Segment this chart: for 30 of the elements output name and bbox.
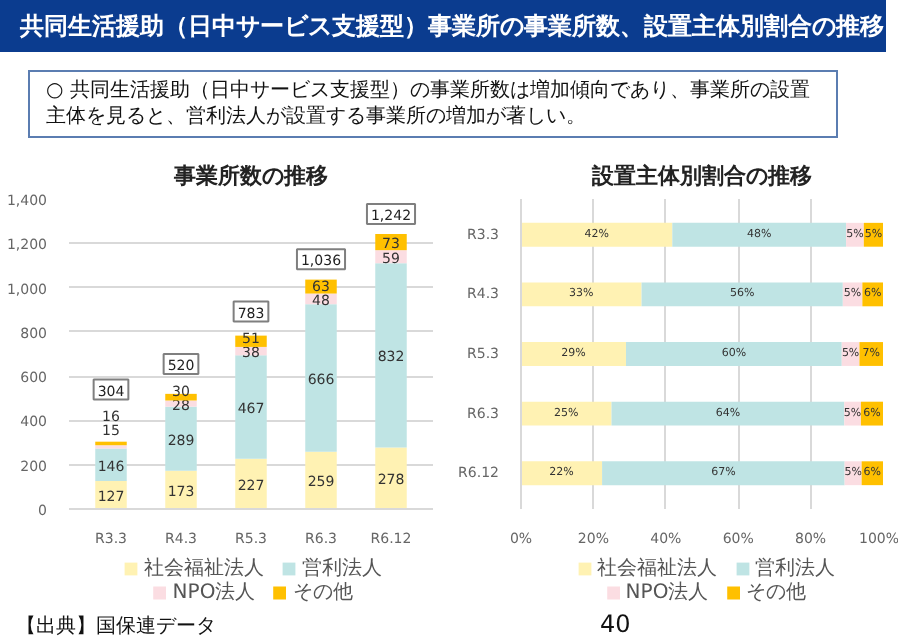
bar: [641, 282, 843, 307]
legend-label: 社会福祉法人: [144, 555, 264, 581]
bar: [672, 222, 847, 247]
bar: [235, 355, 267, 459]
bar: [521, 282, 642, 307]
bar: [625, 342, 842, 366]
chart-title: 事業所数の推移: [172, 163, 328, 189]
bar: [521, 342, 626, 366]
legend-label: 営利法人: [302, 555, 382, 582]
bar: [521, 401, 612, 426]
bar: [611, 401, 845, 426]
legend-label: 営利法人: [755, 555, 835, 582]
bar: [375, 447, 407, 509]
text: 【出典】国保連データ: [14, 614, 216, 640]
chart-title: 設置主体別割合の推移: [590, 163, 812, 189]
legend-label: 社会福祉法人: [597, 555, 717, 581]
bar: [602, 461, 845, 486]
legend-label: NPO法人: [172, 579, 256, 606]
legend-label: NPO法人: [625, 579, 709, 606]
legend-label: その他: [293, 580, 354, 606]
text: ○ 共同生活援助（日中サービス支援型）の事業所数は増加傾向であり、事業所の設置主体を見ると、営利法人が設置する事業所の増加が著しい。: [28, 70, 838, 138]
bar: [305, 451, 337, 509]
legend-label: その他: [746, 580, 807, 606]
bar: [521, 222, 673, 247]
bar: [375, 263, 407, 448]
text: 共同生活援助（日中サービス支援型）事業所の事業所数、設置主体別割合の推移: [0, 0, 886, 52]
bar: [521, 461, 603, 486]
bar: [235, 458, 267, 509]
text: 40: [600, 608, 633, 640]
bar: [305, 304, 337, 452]
